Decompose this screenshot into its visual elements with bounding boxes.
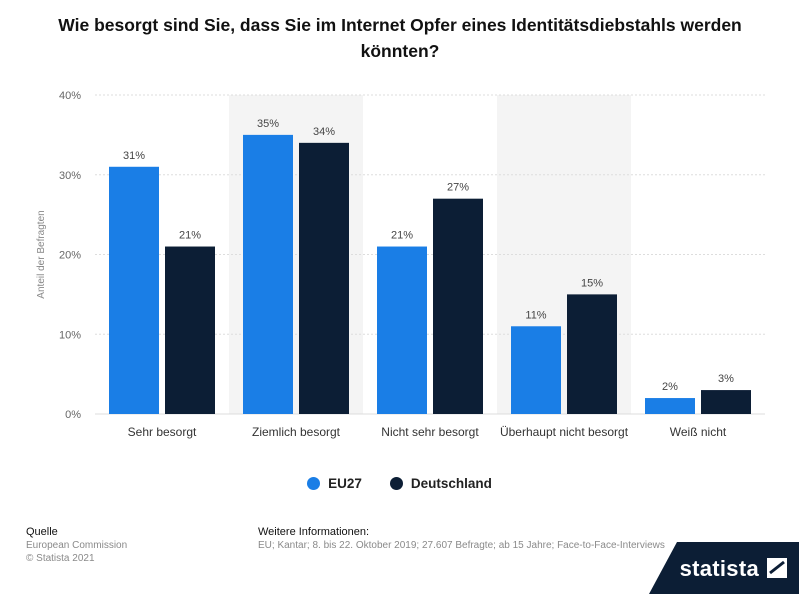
- y-tick-label: 40%: [59, 90, 81, 102]
- copyright: © Statista 2021: [26, 553, 95, 564]
- legend-item-eu27[interactable]: EU27: [307, 476, 362, 491]
- y-tick-label: 10%: [59, 329, 81, 341]
- data-label: 35%: [257, 118, 279, 130]
- legend: EU27 Deutschland: [0, 476, 799, 491]
- data-label: 11%: [525, 309, 546, 321]
- data-label: 21%: [391, 230, 413, 242]
- data-label: 2%: [662, 381, 678, 393]
- data-label: 3%: [718, 373, 734, 385]
- info-block: Weitere Informationen: EU; Kantar; 8. bi…: [258, 526, 665, 552]
- bar-deutschland-0[interactable]: [165, 246, 215, 414]
- info-text: EU; Kantar; 8. bis 22. Oktober 2019; 27.…: [258, 540, 665, 551]
- data-label: 15%: [581, 277, 603, 289]
- data-label: 21%: [179, 230, 201, 242]
- data-label: 34%: [313, 126, 335, 138]
- bar-deutschland-4[interactable]: [701, 390, 751, 414]
- y-tick-label: 30%: [59, 170, 81, 182]
- bar-eu27-0[interactable]: [109, 166, 159, 414]
- legend-item-deutschland[interactable]: Deutschland: [389, 476, 492, 491]
- source-heading: Quelle: [26, 526, 58, 538]
- x-tick-label: Sehr besorgt: [128, 425, 197, 439]
- info-heading: Weitere Informationen:: [258, 526, 370, 538]
- y-tick-label: 0%: [65, 409, 81, 421]
- y-axis-label: Anteil der Befragten: [36, 210, 47, 298]
- data-label: 27%: [447, 182, 469, 194]
- x-tick-label: Überhaupt nicht besorgt: [500, 425, 629, 439]
- x-tick-label: Ziemlich besorgt: [252, 425, 341, 439]
- source-block: Quelle European Commission © Statista 20…: [26, 526, 127, 565]
- data-label: 31%: [123, 150, 145, 162]
- x-tick-label: Nicht sehr besorgt: [381, 425, 479, 439]
- legend-label-eu27: EU27: [328, 476, 362, 491]
- chart-title: Wie besorgt sind Sie, dass Sie im Intern…: [58, 15, 742, 61]
- bar-deutschland-3[interactable]: [567, 294, 617, 414]
- bar-eu27-3[interactable]: [511, 326, 561, 414]
- legend-dot-eu27: [307, 477, 321, 490]
- bar-eu27-1[interactable]: [243, 134, 293, 414]
- bar-chart: 0% 10% 20% 30% 40% Anteil der Befragten 31% 21%…: [36, 90, 765, 439]
- statista-logo-icon: [767, 558, 787, 578]
- y-tick-label: 20%: [59, 250, 81, 262]
- statista-logo[interactable]: statista: [679, 556, 759, 581]
- x-tick-label: Weiß nicht: [670, 425, 727, 439]
- bar-eu27-4[interactable]: [645, 398, 695, 414]
- bar-deutschland-1[interactable]: [299, 142, 349, 414]
- bar-eu27-2[interactable]: [377, 246, 427, 414]
- source-name[interactable]: European Commission: [26, 540, 128, 551]
- legend-dot-deutschland: [389, 477, 403, 490]
- bar-deutschland-2[interactable]: [433, 198, 483, 414]
- legend-label-deutschland: Deutschland: [410, 476, 492, 491]
